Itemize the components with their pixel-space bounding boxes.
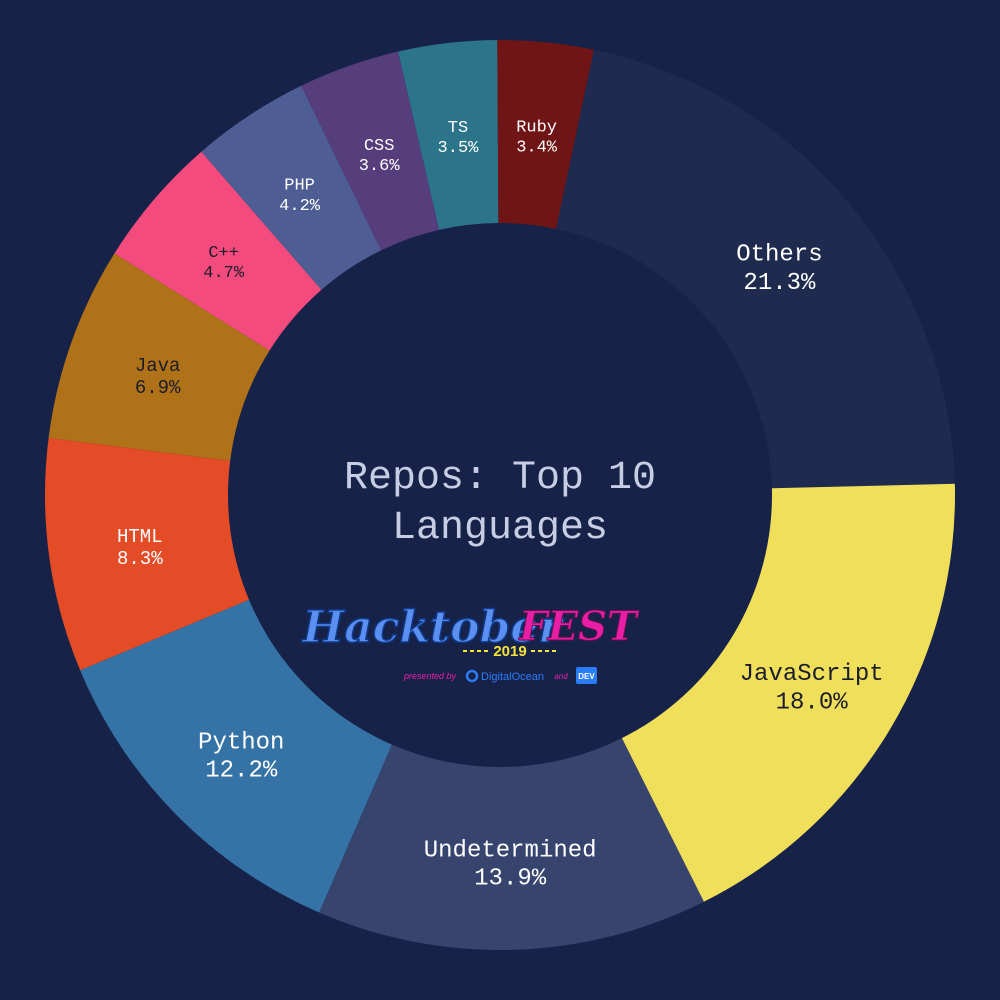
slice-name-css: CSS	[364, 137, 395, 156]
slice-value-undetermined: 13.9%	[474, 866, 547, 893]
logo-fest: FEST	[518, 603, 640, 650]
slice-css	[301, 51, 440, 251]
slice-name-ruby: Ruby	[516, 118, 557, 137]
slice-html	[44, 437, 249, 671]
logo-sponsor-digitalocean: DigitalOcean	[481, 671, 544, 683]
slice-value-html: 8.3%	[117, 548, 163, 570]
slice-value-php: 4.2%	[279, 197, 321, 216]
chart-title: Repos: Top 10 Languages	[344, 456, 656, 551]
slice-value-python: 12.2%	[205, 758, 278, 785]
hacktoberfest-logo: Hacktober FEST 2019 presented by Digital…	[300, 601, 641, 684]
slice-javascript	[621, 483, 956, 902]
slice-ts	[398, 40, 499, 230]
slice-name-php: PHP	[284, 177, 315, 196]
slice-c-	[114, 151, 322, 351]
slice-value-java: 6.9%	[135, 377, 181, 399]
slices-group	[44, 39, 956, 950]
slice-label-ts: TS3.5%	[438, 119, 480, 158]
slice-name-undetermined: Undetermined	[424, 837, 597, 864]
slice-value-c-: 4.7%	[203, 264, 245, 283]
logo-wordmark: Hacktober	[301, 602, 565, 653]
digitalocean-icon	[465, 669, 479, 683]
slice-python	[80, 599, 392, 913]
logo-and: and	[554, 672, 568, 681]
slice-value-css: 3.6%	[359, 157, 401, 176]
slice-java	[48, 253, 270, 461]
slice-others	[556, 49, 955, 489]
chart-title-line-2: Languages	[392, 506, 608, 551]
slice-undetermined	[319, 738, 704, 950]
slice-php	[201, 85, 382, 290]
slice-name-java: Java	[135, 355, 181, 377]
slice-name-javascript: JavaScript	[740, 661, 884, 688]
slice-value-ruby: 3.4%	[516, 138, 558, 157]
slice-ruby	[497, 39, 594, 229]
slice-label-c-: C++4.7%	[203, 244, 245, 283]
logo-year: 2019	[493, 643, 526, 660]
slice-name-python: Python	[198, 729, 284, 756]
dev-icon	[576, 667, 597, 684]
chart-title-line-1: Repos: Top 10	[344, 456, 656, 501]
slice-name-others: Others	[736, 242, 822, 269]
slice-value-javascript: 18.0%	[776, 689, 849, 716]
slice-name-ts: TS	[448, 119, 468, 138]
slice-name-c-: C++	[208, 244, 239, 263]
slice-value-others: 21.3%	[743, 270, 816, 297]
logo-presented-by: presented by	[403, 671, 457, 681]
logo-sponsor-dev: DEV	[578, 672, 595, 681]
slice-value-ts: 3.5%	[438, 139, 480, 158]
slice-name-html: HTML	[117, 526, 163, 548]
